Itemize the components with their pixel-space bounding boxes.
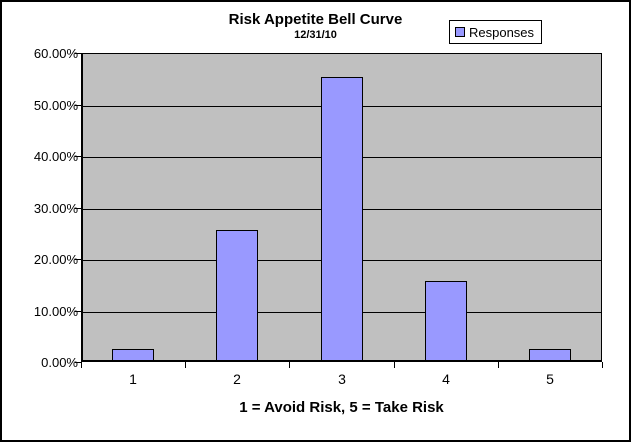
y-axis-tick bbox=[75, 259, 81, 260]
x-axis-tick bbox=[289, 362, 290, 368]
chart-title: Risk Appetite Bell Curve bbox=[228, 11, 403, 28]
x-axis-tick bbox=[498, 362, 499, 368]
y-axis-label-20pct: 20.00% bbox=[33, 252, 78, 267]
bar-category-4 bbox=[425, 281, 467, 360]
x-axis-label-2: 2 bbox=[233, 371, 241, 387]
x-axis-label-1: 1 bbox=[129, 371, 137, 387]
x-axis-label-3: 3 bbox=[338, 371, 346, 387]
y-axis-label-30pct: 30.00% bbox=[33, 201, 78, 216]
x-axis-tick bbox=[81, 362, 82, 368]
y-axis-tick bbox=[75, 156, 81, 157]
x-axis-label-4: 4 bbox=[442, 371, 450, 387]
legend-label: Responses bbox=[469, 24, 535, 40]
legend-series-marker-icon bbox=[455, 27, 465, 37]
x-axis-title: 1 = Avoid Risk, 5 = Take Risk bbox=[239, 399, 444, 416]
legend: Responses bbox=[449, 20, 542, 44]
y-axis-tick bbox=[75, 311, 81, 312]
x-axis-tick bbox=[602, 362, 603, 368]
bar-category-1 bbox=[112, 349, 154, 360]
x-axis-tick bbox=[394, 362, 395, 368]
y-axis-label-50pct: 50.00% bbox=[33, 98, 78, 113]
y-axis-tick bbox=[75, 362, 81, 363]
plot-area bbox=[81, 53, 602, 362]
y-axis-label-40pct: 40.00% bbox=[33, 149, 78, 164]
y-axis-tick bbox=[75, 208, 81, 209]
bar-category-2 bbox=[216, 230, 258, 360]
chart-subtitle: 12/31/10 bbox=[294, 29, 337, 41]
x-axis-label-5: 5 bbox=[546, 371, 554, 387]
x-axis-tick bbox=[185, 362, 186, 368]
bar-category-5 bbox=[529, 349, 571, 360]
y-axis-label-10pct: 10.00% bbox=[33, 304, 78, 319]
y-axis-label-60pct: 60.00% bbox=[33, 46, 78, 61]
bar-category-3 bbox=[321, 77, 363, 360]
y-axis-tick bbox=[75, 105, 81, 106]
y-axis-tick bbox=[75, 53, 81, 54]
y-axis-label-0pct: 0.00% bbox=[41, 355, 78, 370]
